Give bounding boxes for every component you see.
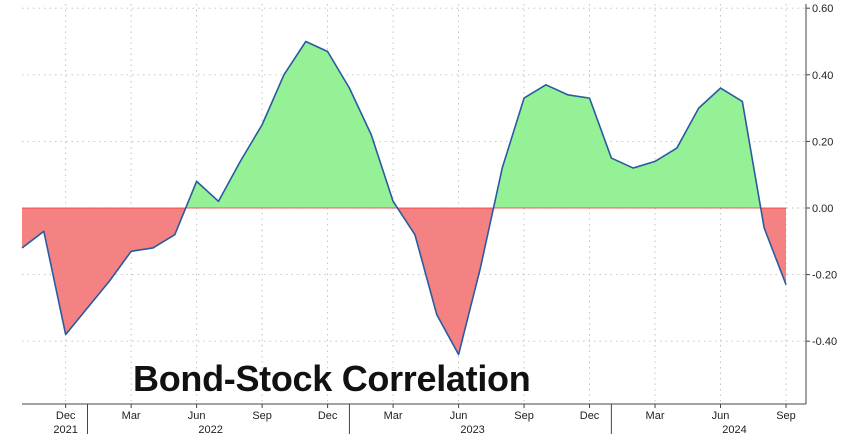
data-point	[86, 307, 88, 309]
negative-area	[22, 208, 786, 355]
data-point	[457, 353, 459, 355]
data-point	[414, 233, 416, 235]
x-tick-label: Jun	[450, 410, 468, 422]
chart-title: Bond-Stock Correlation	[133, 358, 531, 399]
x-tick-label: Sep	[776, 410, 796, 422]
y-tick-label: -0.40	[812, 336, 837, 348]
axes: 0.60 0.40 0.20 0.00 -0.20 -0.40 Dec Mar Jun Sep De…	[22, 3, 837, 436]
y-tick-label: 0.00	[812, 203, 833, 215]
data-point	[763, 227, 765, 229]
data-point	[654, 160, 656, 162]
data-point	[217, 200, 219, 202]
data-point	[283, 74, 285, 76]
x-tick-label: Sep	[252, 410, 272, 422]
x-tick-label: Dec	[318, 410, 338, 422]
series-line-path	[21, 40, 787, 356]
data-point	[632, 167, 634, 169]
y-tick-label: -0.20	[812, 270, 837, 282]
data-point	[348, 87, 350, 89]
x-year-label: 2024	[722, 424, 746, 436]
data-point	[697, 107, 699, 109]
data-point	[130, 250, 132, 252]
data-point	[195, 180, 197, 182]
x-year-label: 2023	[460, 424, 484, 436]
positive-area	[185, 41, 761, 208]
data-point	[64, 333, 66, 335]
x-year-label: 2021	[53, 424, 77, 436]
data-point	[523, 97, 525, 99]
data-point	[676, 147, 678, 149]
x-tick-label: Jun	[712, 410, 730, 422]
data-point	[43, 230, 45, 232]
y-tick-label: 0.40	[812, 70, 833, 82]
y-tick-label: 0.20	[812, 136, 833, 148]
x-tick-label: Sep	[514, 410, 534, 422]
data-point	[239, 160, 241, 162]
data-point	[567, 94, 569, 96]
data-point	[719, 87, 721, 89]
data-point	[261, 124, 263, 126]
area-fills	[22, 41, 786, 355]
data-point	[174, 233, 176, 235]
data-point	[545, 84, 547, 86]
x-tick-label: Mar	[646, 410, 665, 422]
data-point	[785, 283, 787, 285]
x-year-label: 2022	[198, 424, 222, 436]
data-point	[479, 267, 481, 269]
x-tick-label: Dec	[56, 410, 76, 422]
data-point	[741, 100, 743, 102]
x-tick-label: Jun	[188, 410, 206, 422]
data-point	[588, 97, 590, 99]
data-point	[392, 200, 394, 202]
data-point	[610, 157, 612, 159]
data-point	[108, 280, 110, 282]
data-point	[370, 134, 372, 136]
x-tick-label: Dec	[580, 410, 600, 422]
x-tick-label: Mar	[384, 410, 403, 422]
data-point	[152, 247, 154, 249]
data-point	[436, 313, 438, 315]
data-point	[305, 40, 307, 42]
data-point	[501, 167, 503, 169]
data-point	[326, 50, 328, 52]
series-line	[21, 40, 787, 356]
x-tick-label: Mar	[122, 410, 141, 422]
y-tick-label: 0.60	[812, 3, 833, 15]
data-point	[21, 247, 23, 249]
